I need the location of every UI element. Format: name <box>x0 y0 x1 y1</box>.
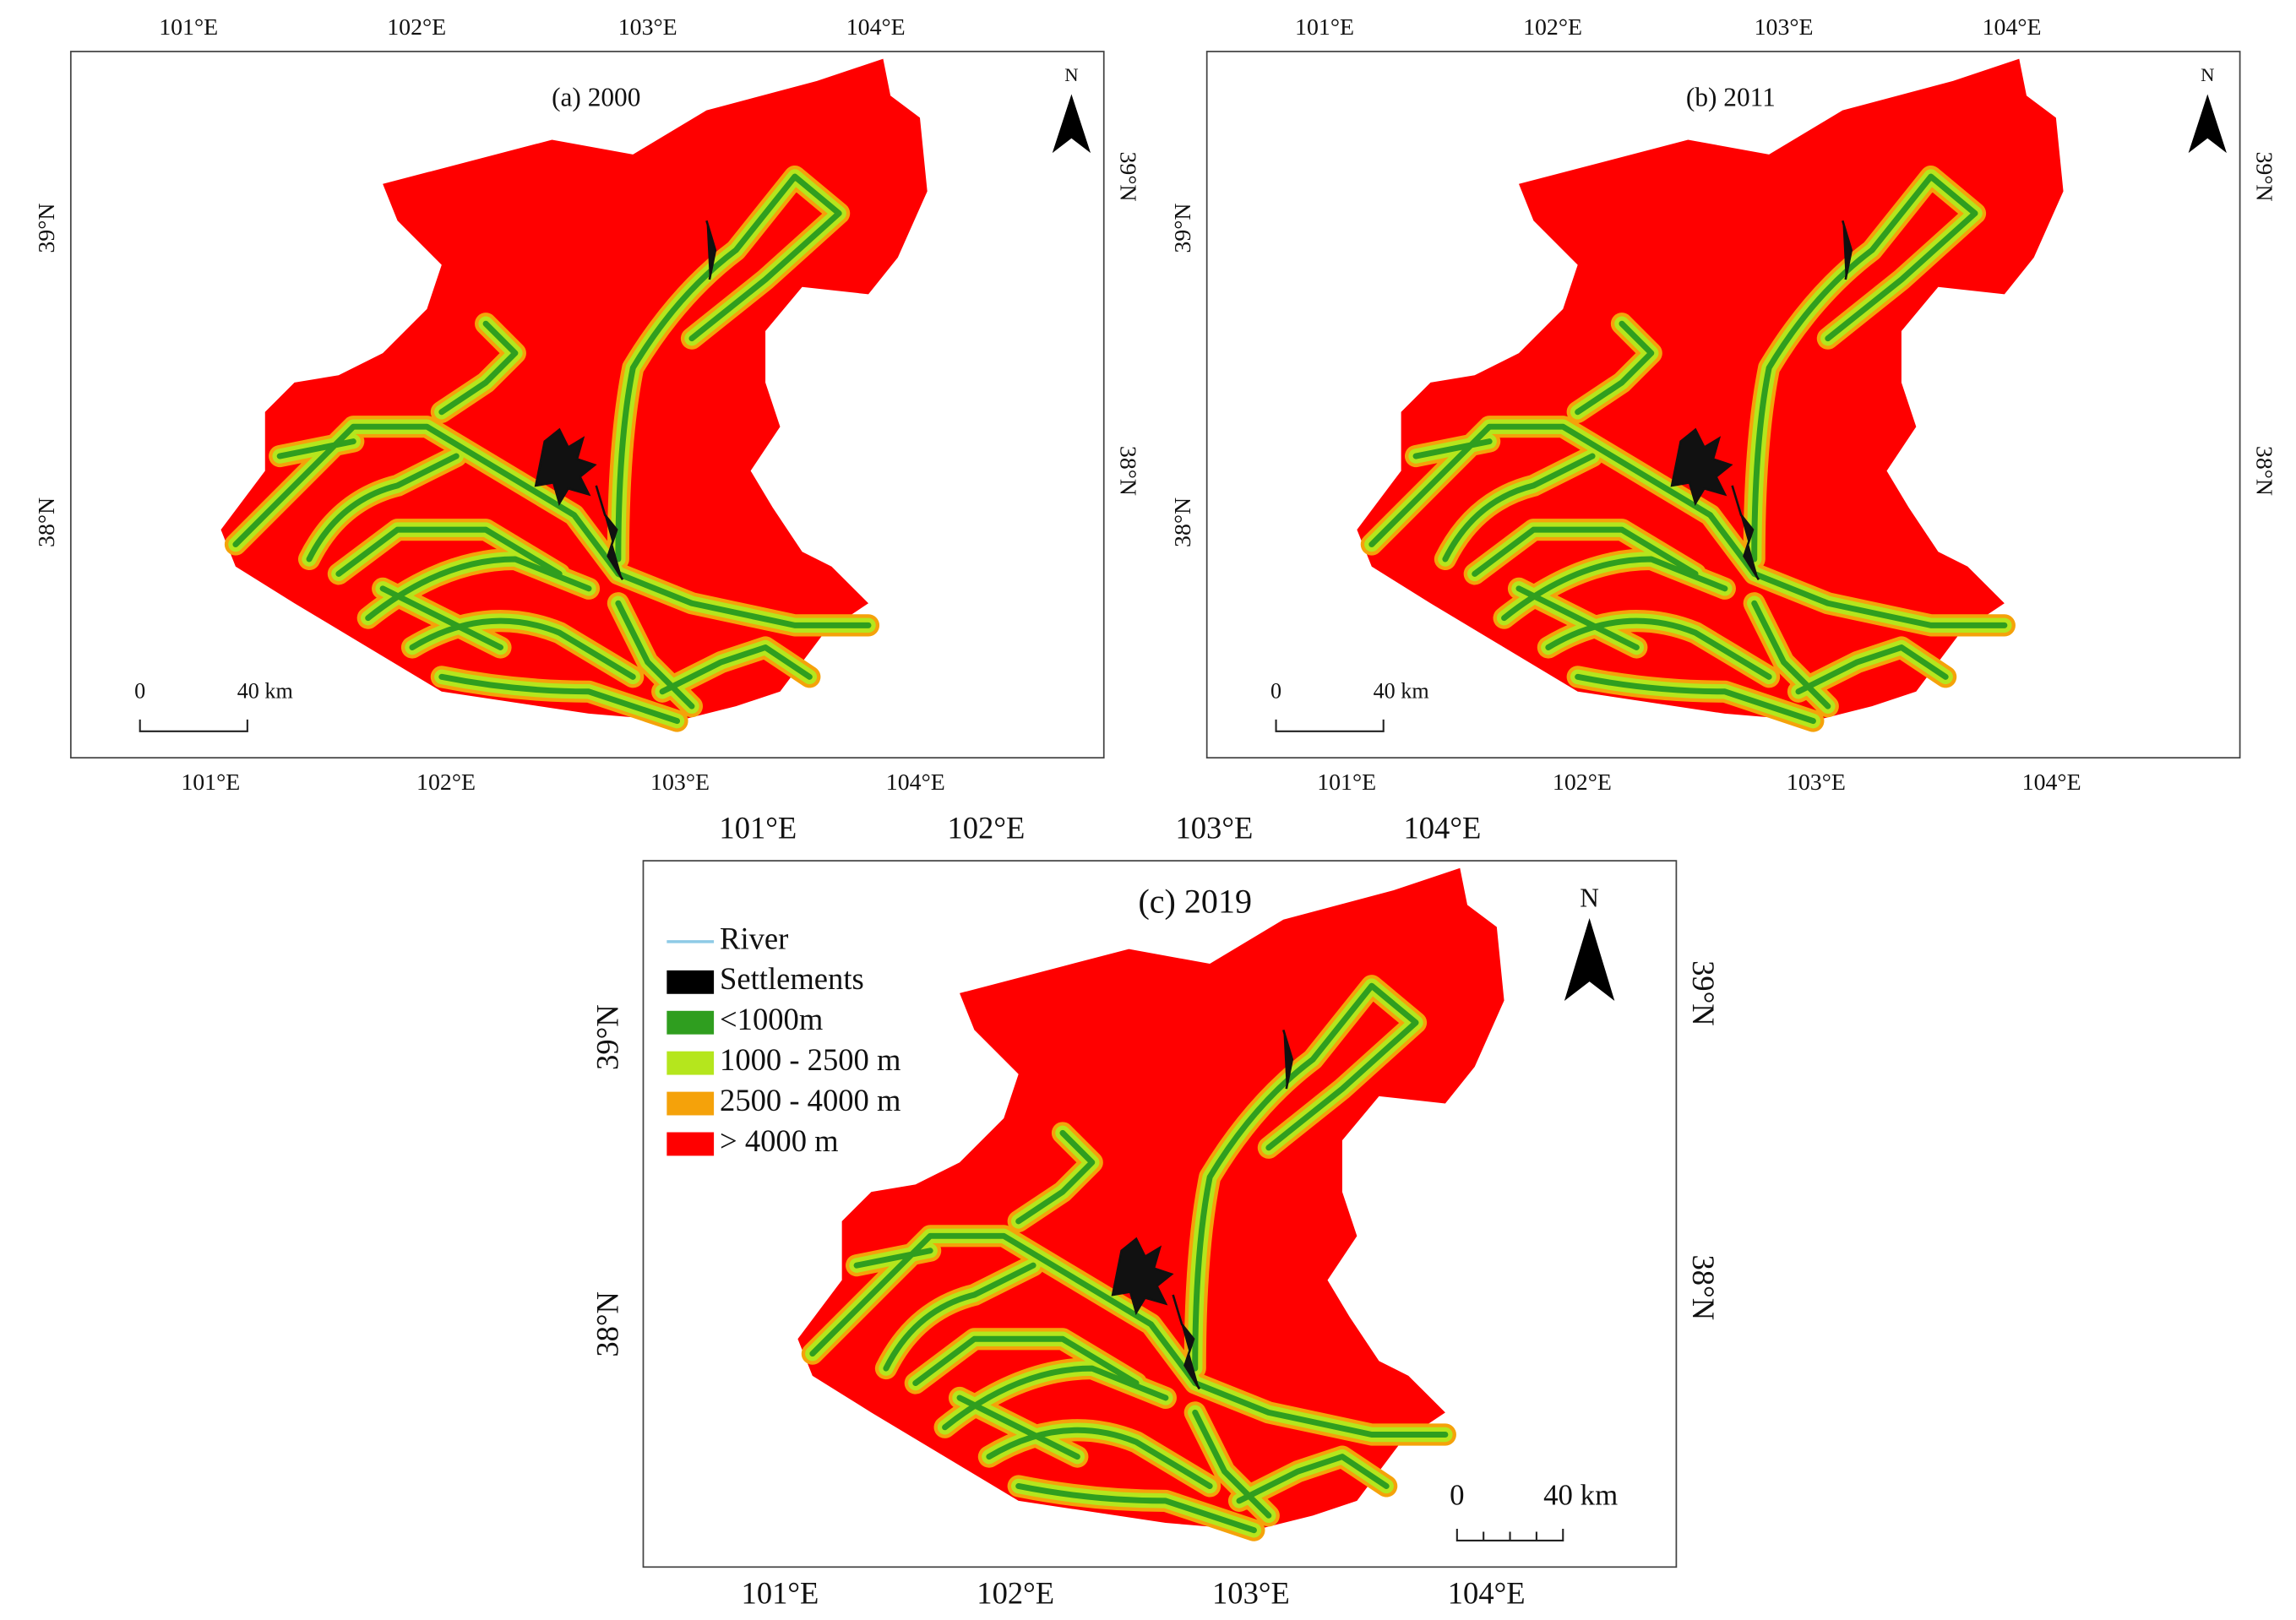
legend-label: Settlements <box>720 961 864 996</box>
top-tick-label: 103°E <box>1755 14 1814 41</box>
legend-swatch <box>666 1091 715 1116</box>
legend-swatch <box>666 1010 715 1035</box>
north-label: N <box>2201 64 2214 85</box>
scale-bar <box>1455 1528 1564 1541</box>
north-arrow <box>1564 918 1615 1002</box>
bottom-tick-label: 101°E <box>1317 769 1376 796</box>
bottom-tick-label: 102°E <box>1553 769 1612 796</box>
scale-bar <box>1275 719 1385 732</box>
top-tick-label: 101°E <box>159 14 218 41</box>
north-label: N <box>1064 64 1078 85</box>
left-tick-label: 39°N <box>1170 203 1196 253</box>
top-tick-label: 101°E <box>1295 14 1354 41</box>
top-tick-label: 102°E <box>947 811 1025 845</box>
map-panel: (a) 2000 101°E 102°E 103°E 104°E 101°E 102°E 10… <box>34 14 1140 796</box>
bottom-tick-label: 103°E <box>1787 769 1846 796</box>
left-tick-label: 38°N <box>1170 497 1196 547</box>
panel-title: (b) 2011 <box>1686 83 1776 112</box>
right-tick-label: 38°N <box>2250 446 2277 496</box>
north-arrow <box>2188 94 2227 154</box>
map-panel: (c) 2019 101°E 102°E 103°E 104°E 101°E 102°E 10… <box>590 811 1721 1611</box>
bottom-tick-label: 103°E <box>1212 1576 1290 1611</box>
legend-swatch <box>666 1051 715 1075</box>
scale-label: 40 km <box>1374 679 1429 704</box>
panel-title: (c) 2019 <box>1138 883 1252 921</box>
bottom-tick-label: 101°E <box>181 769 240 796</box>
legend-label: 2500 - 4000 m <box>720 1083 900 1117</box>
bottom-tick-label: 102°E <box>416 769 476 796</box>
top-tick-label: 103°E <box>618 14 677 41</box>
legend-swatch <box>666 1132 715 1156</box>
left-tick-label: 39°N <box>34 203 60 253</box>
top-tick-label: 103°E <box>1175 811 1253 845</box>
scale-label: 40 km <box>1543 1478 1618 1511</box>
right-tick-label: 38°N <box>1686 1254 1721 1320</box>
bottom-tick-label: 104°E <box>886 769 945 796</box>
left-tick-label: 39°N <box>590 1004 625 1070</box>
scale-label: 40 km <box>237 679 293 704</box>
top-tick-label: 102°E <box>387 14 446 41</box>
legend-label: > 4000 m <box>720 1123 839 1158</box>
right-tick-label: 39°N <box>1114 151 1140 201</box>
top-tick-label: 104°E <box>1983 14 2042 41</box>
legend-label: <1000m <box>720 1002 823 1036</box>
right-tick-label: 39°N <box>1686 960 1721 1026</box>
map-panel: (b) 2011 101°E 102°E 103°E 104°E 101°E 102°E 10… <box>1170 14 2277 796</box>
legend-label: 1000 - 2500 m <box>720 1042 900 1077</box>
north-label: N <box>1580 883 1599 912</box>
legend-swatch <box>666 970 715 994</box>
top-tick-label: 104°E <box>1403 811 1481 845</box>
bottom-tick-label: 104°E <box>2022 769 2081 796</box>
left-tick-label: 38°N <box>34 497 60 547</box>
bottom-tick-label: 104°E <box>1448 1576 1526 1611</box>
scale-label: 0 <box>1450 1478 1464 1511</box>
scale-bar <box>139 719 248 732</box>
panel-title: (a) 2000 <box>552 83 640 112</box>
scale-label: 0 <box>134 679 145 704</box>
bottom-tick-label: 101°E <box>742 1576 819 1611</box>
right-tick-label: 38°N <box>1114 446 1140 496</box>
top-tick-label: 102°E <box>1523 14 1582 41</box>
bottom-tick-label: 102°E <box>977 1576 1054 1611</box>
bottom-tick-label: 103°E <box>650 769 710 796</box>
top-tick-label: 101°E <box>719 811 797 845</box>
top-tick-label: 104°E <box>846 14 906 41</box>
north-arrow <box>1052 94 1091 154</box>
legend-label: River <box>720 921 788 955</box>
left-tick-label: 38°N <box>590 1291 625 1357</box>
scale-label: 0 <box>1270 679 1281 704</box>
right-tick-label: 39°N <box>2250 151 2277 201</box>
